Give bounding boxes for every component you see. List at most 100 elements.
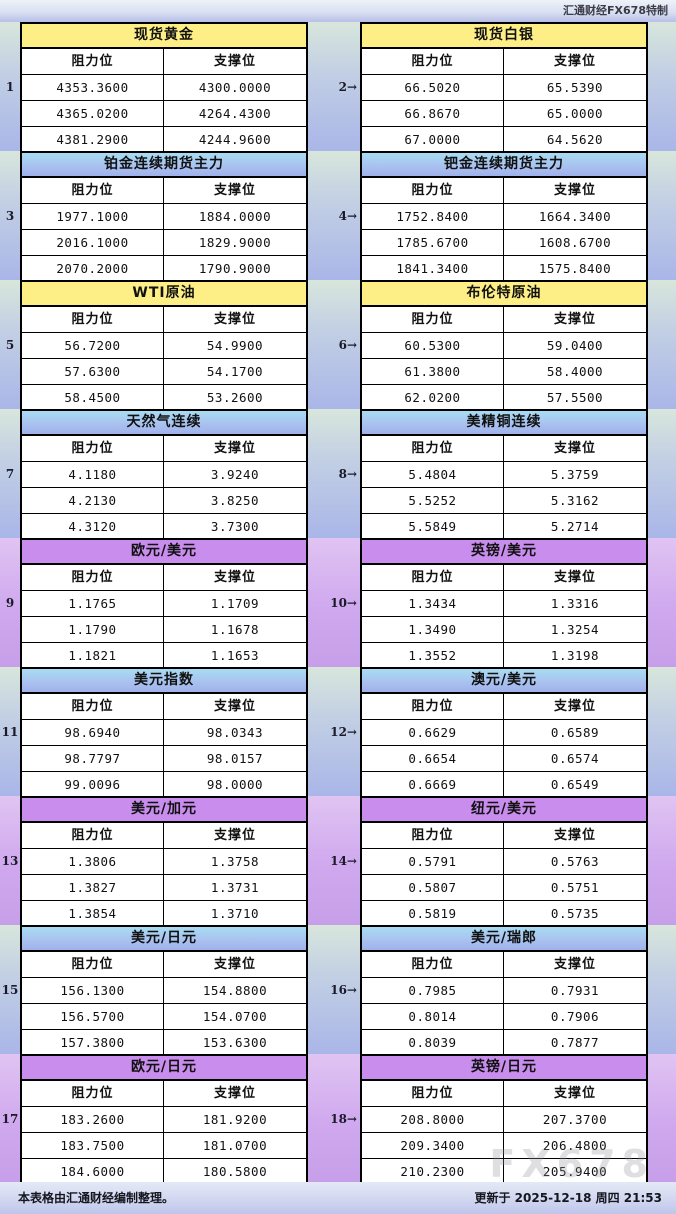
row-index-middle: 4→ (308, 151, 360, 280)
instrument-title: 美元指数 (22, 667, 306, 694)
header-resistance: 阻力位 (22, 952, 164, 978)
column-header-row: 阻力位 支撑位 (362, 49, 646, 75)
quote-band: 15 美元/日元 阻力位 支撑位 156.1300 154.8800 156.5700 154… (0, 925, 676, 1056)
instrument-block: 美元/日元 阻力位 支撑位 156.1300 154.8800 156.5700 154.0… (20, 925, 308, 1056)
cell-resistance: 0.7985 (362, 978, 504, 1004)
cell-support: 58.4000 (504, 359, 646, 385)
cell-support: 53.2600 (164, 385, 306, 411)
instrument-block: 钯金连续期货主力 阻力位 支撑位 1752.8400 1664.3400 1785.670… (360, 151, 648, 282)
cell-resistance: 0.5791 (362, 849, 504, 875)
table-row: 2016.1000 1829.9000 (22, 230, 306, 256)
table-row: 0.5807 0.5751 (362, 875, 646, 901)
row-index-middle-label: 16→ (330, 982, 357, 997)
row-index-middle-label: 10→ (330, 595, 357, 610)
cell-support: 3.7300 (164, 514, 306, 540)
table-row: 1785.6700 1608.6700 (362, 230, 646, 256)
brand-label: 汇通财经FX678特制 (563, 4, 668, 17)
header-support: 支撑位 (164, 565, 306, 591)
instrument-block: 美精铜连续 阻力位 支撑位 5.4804 5.3759 5.5252 5.3162 5.584… (360, 409, 648, 540)
table-row: 0.5791 0.5763 (362, 849, 646, 875)
top-banner: 汇通财经FX678特制 (0, 0, 676, 22)
table-row: 60.5300 59.0400 (362, 333, 646, 359)
cell-support: 4244.9600 (164, 127, 306, 153)
instrument-block: 欧元/日元 阻力位 支撑位 183.2600 181.9200 183.7500 181.0… (20, 1054, 308, 1185)
row-index-middle-label: 4→ (338, 208, 357, 223)
cell-resistance: 183.2600 (22, 1107, 164, 1133)
cell-resistance: 58.4500 (22, 385, 164, 411)
cell-resistance: 4.3120 (22, 514, 164, 540)
row-index-middle-label: 8→ (338, 466, 357, 481)
table-row: 1.3434 1.3316 (362, 591, 646, 617)
table-row: 0.6629 0.6589 (362, 720, 646, 746)
cell-support: 1.1653 (164, 643, 306, 669)
footer-update-time: 更新于 2025-12-18 周四 21:53 (474, 1191, 663, 1205)
column-header-row: 阻力位 支撑位 (22, 49, 306, 75)
instrument-block: 铂金连续期货主力 阻力位 支撑位 1977.1000 1884.0000 2016.100… (20, 151, 308, 282)
cell-support: 0.5751 (504, 875, 646, 901)
column-header-row: 阻力位 支撑位 (362, 823, 646, 849)
header-resistance: 阻力位 (22, 565, 164, 591)
cell-support: 3.8250 (164, 488, 306, 514)
cell-resistance: 66.5020 (362, 75, 504, 101)
table-row: 1.1765 1.1709 (22, 591, 306, 617)
cell-resistance: 1841.3400 (362, 256, 504, 282)
table-row: 183.7500 181.0700 (22, 1133, 306, 1159)
table-row: 1977.1000 1884.0000 (22, 204, 306, 230)
cell-resistance: 1.1790 (22, 617, 164, 643)
row-index-left: 15 (0, 925, 20, 1054)
column-header-row: 阻力位 支撑位 (362, 436, 646, 462)
instrument-title: 英镑/美元 (362, 538, 646, 565)
row-index-left: 17 (0, 1054, 20, 1183)
row-index-left-label: 13 (1, 853, 19, 868)
table-row: 57.6300 54.1700 (22, 359, 306, 385)
header-support: 支撑位 (164, 49, 306, 75)
table-row: 2070.2000 1790.9000 (22, 256, 306, 282)
header-resistance: 阻力位 (362, 1081, 504, 1107)
cell-support: 59.0400 (504, 333, 646, 359)
cell-support: 1.3710 (164, 901, 306, 927)
row-index-left-label: 17 (1, 1111, 19, 1126)
quote-band: 13 美元/加元 阻力位 支撑位 1.3806 1.3758 1.3827 1.3731 1.3… (0, 796, 676, 927)
header-resistance: 阻力位 (362, 823, 504, 849)
instrument-block: 布伦特原油 阻力位 支撑位 60.5300 59.0400 61.3800 58.4000 6… (360, 280, 648, 411)
cell-resistance: 4365.0200 (22, 101, 164, 127)
cell-resistance: 66.8670 (362, 101, 504, 127)
cell-resistance: 5.5252 (362, 488, 504, 514)
table-row: 0.8014 0.7906 (362, 1004, 646, 1030)
header-support: 支撑位 (164, 823, 306, 849)
column-header-row: 阻力位 支撑位 (362, 694, 646, 720)
cell-support: 1575.8400 (504, 256, 646, 282)
cell-resistance: 62.0200 (362, 385, 504, 411)
column-header-row: 阻力位 支撑位 (22, 694, 306, 720)
header-support: 支撑位 (504, 694, 646, 720)
quote-band: 1 现货黄金 阻力位 支撑位 4353.3600 4300.0000 4365.0200 42… (0, 22, 676, 153)
header-support: 支撑位 (504, 307, 646, 333)
cell-resistance: 1785.6700 (362, 230, 504, 256)
cell-resistance: 1977.1000 (22, 204, 164, 230)
instrument-block: 现货白银 阻力位 支撑位 66.5020 65.5390 66.8670 65.0000 67… (360, 22, 648, 153)
grid-right-filler (648, 925, 676, 1054)
row-index-middle: 8→ (308, 409, 360, 538)
cell-resistance: 1.1821 (22, 643, 164, 669)
row-index-middle: 16→ (308, 925, 360, 1054)
row-index-left: 9 (0, 538, 20, 667)
cell-resistance: 0.5819 (362, 901, 504, 927)
header-support: 支撑位 (164, 952, 306, 978)
cell-support: 1829.9000 (164, 230, 306, 256)
cell-support: 0.7931 (504, 978, 646, 1004)
header-support: 支撑位 (164, 307, 306, 333)
cell-support: 1.3254 (504, 617, 646, 643)
cell-support: 98.0157 (164, 746, 306, 772)
cell-resistance: 1.3827 (22, 875, 164, 901)
header-support: 支撑位 (504, 436, 646, 462)
table-row: 4.2130 3.8250 (22, 488, 306, 514)
header-support: 支撑位 (504, 823, 646, 849)
cell-resistance: 0.8014 (362, 1004, 504, 1030)
cell-resistance: 0.6654 (362, 746, 504, 772)
instrument-block: 现货黄金 阻力位 支撑位 4353.3600 4300.0000 4365.0200 426… (20, 22, 308, 153)
grid-right-filler (648, 22, 676, 151)
cell-resistance: 1.1765 (22, 591, 164, 617)
row-index-left: 3 (0, 151, 20, 280)
column-header-row: 阻力位 支撑位 (22, 1081, 306, 1107)
